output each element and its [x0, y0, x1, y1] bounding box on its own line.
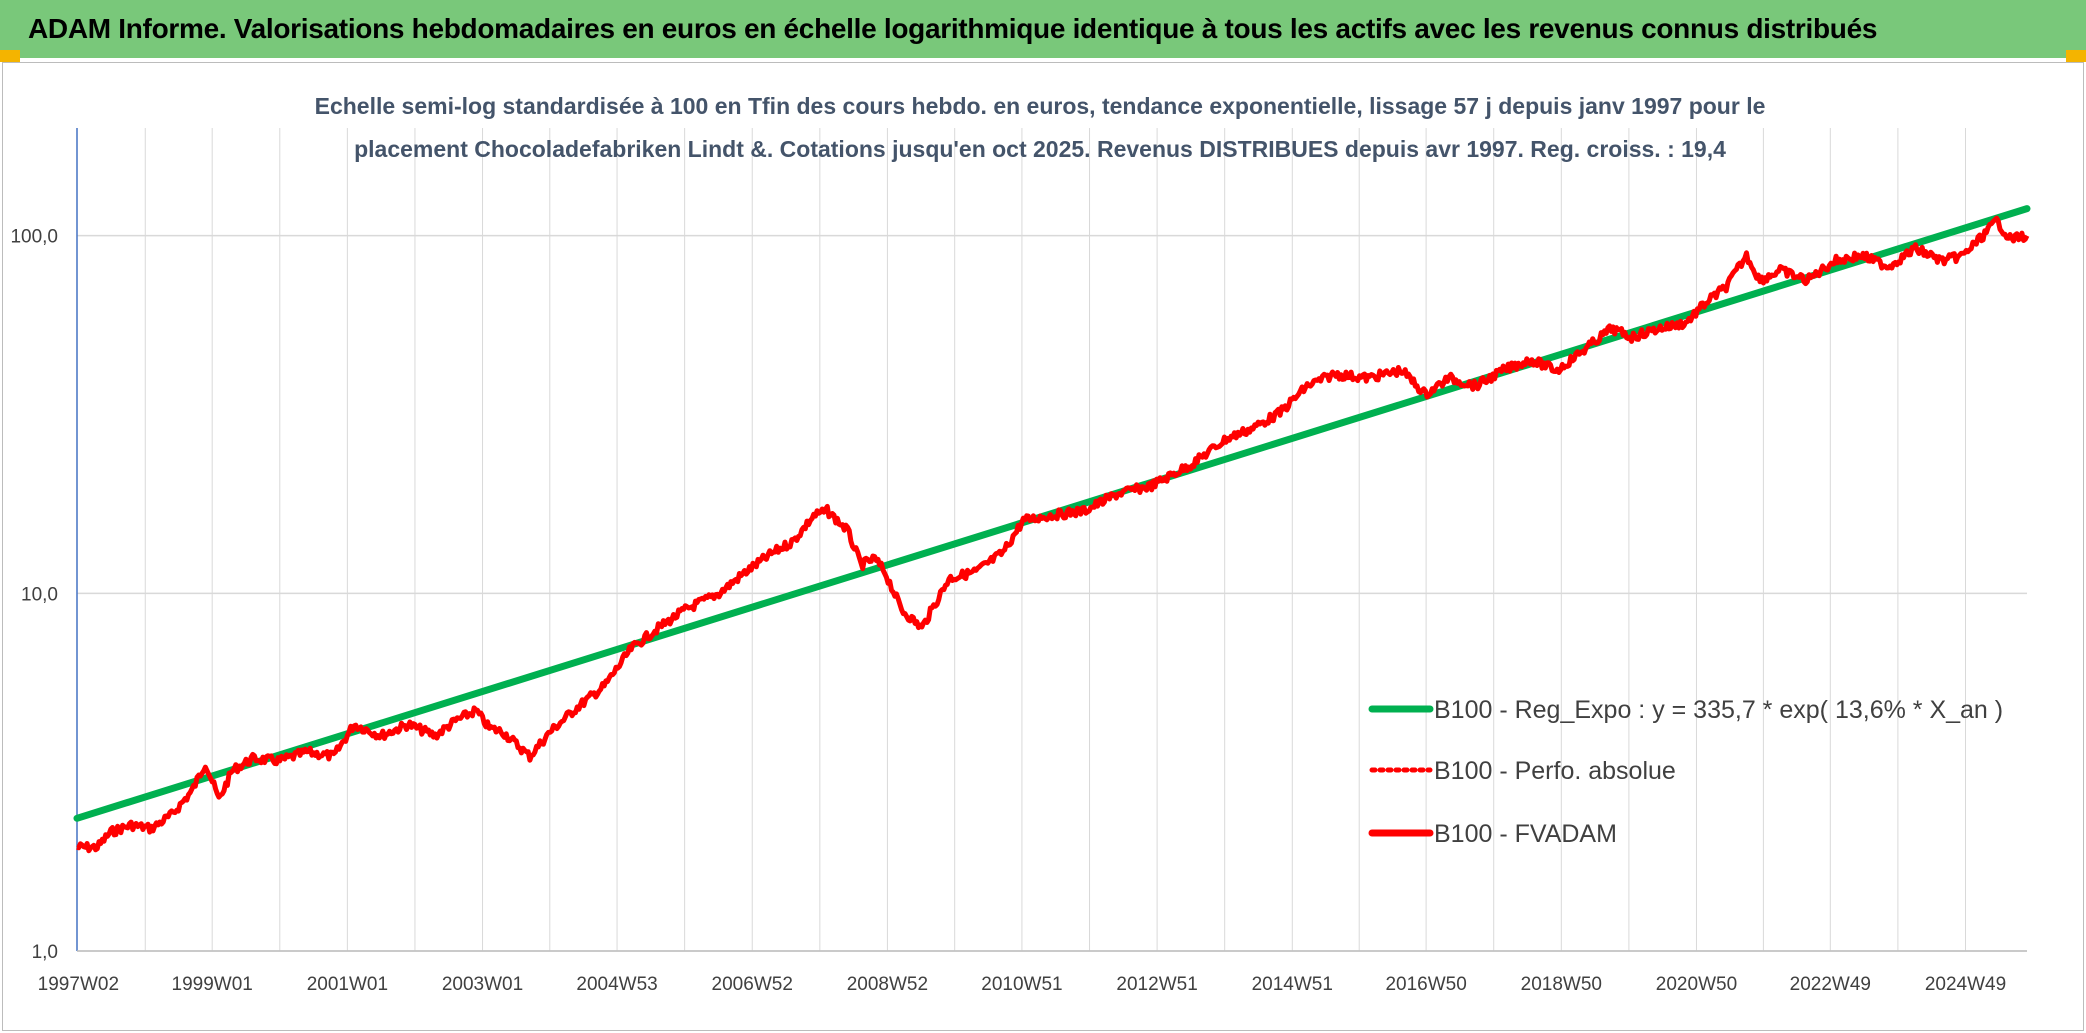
- report-title: ADAM Informe. Valorisations hebdomadaire…: [28, 13, 1878, 44]
- x-tick-label-8: 2012W51: [1116, 974, 1197, 995]
- x-tick-label-6: 2008W52: [847, 974, 928, 995]
- x-tick-label-9: 2014W51: [1252, 974, 1333, 995]
- report-header: ADAM Informe. Valorisations hebdomadaire…: [0, 0, 2086, 58]
- y-tick-label-0: 1,0: [32, 942, 58, 963]
- x-tick-label-1: 1999W01: [172, 974, 253, 995]
- grid-lines: [77, 128, 2027, 952]
- legend-label-trend: B100 - Reg_Expo : y = 335,7 * exp( 13,6%…: [1434, 696, 2003, 724]
- x-tick-label-7: 2010W51: [981, 974, 1062, 995]
- chart-subtitle-line-2: placement Chocoladefabriken Lindt &. Cot…: [354, 136, 1726, 162]
- chart-subtitle-line-1: Echelle semi-log standardisée à 100 en T…: [315, 93, 1766, 119]
- legend-label-perfo: B100 - Perfo. absolue: [1434, 757, 1676, 785]
- chart-frame: [2, 62, 2084, 1031]
- x-tick-label-13: 2022W49: [1790, 974, 1871, 995]
- corner-marker-left: [0, 50, 20, 62]
- x-tick-label-14: 2024W49: [1925, 974, 2006, 995]
- x-axis-ticks: 1997W02 1999W01 2001W01 2003W01 2004W53 2006W…: [38, 974, 2006, 995]
- legend-label-fvadam: B100 - FVADAM: [1434, 820, 1617, 848]
- x-tick-label-0: 1997W02: [38, 974, 119, 995]
- legend: B100 - Reg_Expo : y = 335,7 * exp( 13,6%…: [1368, 696, 2003, 848]
- series-layer: [73, 205, 2031, 854]
- x-tick-label-12: 2020W50: [1656, 974, 1737, 995]
- x-tick-label-4: 2004W53: [576, 974, 657, 995]
- x-tick-label-2: 2001W01: [307, 974, 388, 995]
- y-tick-label-2: 100,0: [10, 227, 58, 248]
- x-tick-label-10: 2016W50: [1385, 974, 1466, 995]
- corner-marker-right: [2066, 50, 2086, 62]
- series-line-fvadam: [76, 215, 2030, 854]
- y-axis-ticks: 1,0 10,0 100,0: [10, 227, 58, 963]
- x-tick-label-11: 2018W50: [1521, 974, 1602, 995]
- x-tick-label-3: 2003W01: [442, 974, 523, 995]
- x-tick-label-5: 2006W52: [712, 974, 793, 995]
- y-tick-label-1: 10,0: [21, 584, 58, 605]
